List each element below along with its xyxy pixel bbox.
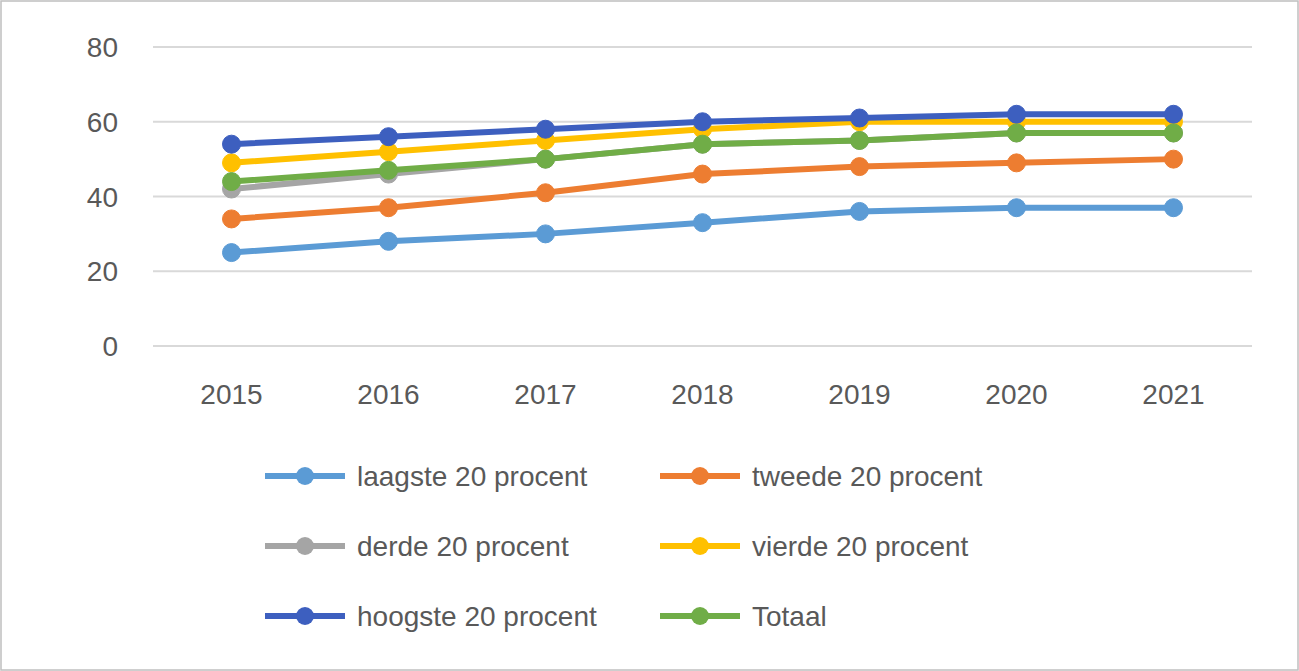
series-marker xyxy=(380,232,398,250)
grid-line xyxy=(153,345,1252,347)
y-tick-label: 40 xyxy=(87,182,118,213)
y-tick-label: 80 xyxy=(87,32,118,63)
series-marker xyxy=(537,184,555,202)
series-marker xyxy=(223,173,241,191)
x-tick-label: 2016 xyxy=(357,379,419,410)
legend-marker xyxy=(691,607,709,625)
chart: 0 20 40 60 80 2015 2016 2017 2018 2019 2020 2021 laa… xyxy=(0,0,1299,671)
x-tick-label: 2021 xyxy=(1142,379,1204,410)
series-marker xyxy=(851,131,869,149)
x-tick-label: 2019 xyxy=(828,379,890,410)
series-marker xyxy=(694,135,712,153)
plot-area xyxy=(223,105,1183,261)
series-marker xyxy=(851,131,869,149)
series-marker xyxy=(537,225,555,243)
series-marker xyxy=(1008,105,1026,123)
x-tick-label: 2015 xyxy=(200,379,262,410)
legend-marker xyxy=(296,467,314,485)
series-marker xyxy=(851,109,869,127)
legend-marker xyxy=(296,607,314,625)
series-marker xyxy=(380,199,398,217)
y-tick-label: 60 xyxy=(87,107,118,138)
legend-label: tweede 20 procent xyxy=(752,461,983,492)
series-marker xyxy=(537,150,555,168)
legend-marker xyxy=(691,537,709,555)
series-marker xyxy=(694,113,712,131)
series-marker xyxy=(1165,199,1183,217)
grid-line xyxy=(153,196,1252,198)
legend-marker xyxy=(296,537,314,555)
legend-label: hoogste 20 procent xyxy=(357,601,597,632)
series-marker xyxy=(223,210,241,228)
series-marker xyxy=(1165,124,1183,142)
grid-line xyxy=(153,46,1252,48)
y-tick-label: 20 xyxy=(87,256,118,287)
series-marker xyxy=(380,128,398,146)
series-marker xyxy=(1008,124,1026,142)
series-marker xyxy=(223,244,241,262)
series-line xyxy=(232,133,1174,189)
legend-label: Totaal xyxy=(752,601,827,632)
series-marker xyxy=(1165,105,1183,123)
series-marker xyxy=(694,214,712,232)
series-marker xyxy=(851,202,869,220)
series-line xyxy=(232,208,1174,253)
series-marker xyxy=(380,161,398,179)
legend-label: vierde 20 procent xyxy=(752,531,969,562)
grid-line xyxy=(153,270,1252,272)
series-marker xyxy=(223,135,241,153)
series-line xyxy=(232,159,1174,219)
series-marker xyxy=(694,165,712,183)
series-marker xyxy=(537,120,555,138)
series-marker xyxy=(1008,199,1026,217)
series-marker xyxy=(223,154,241,172)
legend-marker xyxy=(691,467,709,485)
series-marker xyxy=(537,150,555,168)
frame xyxy=(1,1,1298,670)
x-tick-label: 2020 xyxy=(985,379,1047,410)
series-marker xyxy=(1008,124,1026,142)
x-tick-label: 2017 xyxy=(514,379,576,410)
x-tick-label: 2018 xyxy=(671,379,733,410)
legend-label: derde 20 procent xyxy=(357,531,569,562)
series-marker xyxy=(1165,124,1183,142)
series-marker xyxy=(694,135,712,153)
series-marker xyxy=(1165,150,1183,168)
series-line xyxy=(232,133,1174,182)
series-marker xyxy=(851,158,869,176)
y-tick-label: 0 xyxy=(102,331,118,362)
series-marker xyxy=(1008,154,1026,172)
legend-label: laagste 20 procent xyxy=(357,461,588,492)
